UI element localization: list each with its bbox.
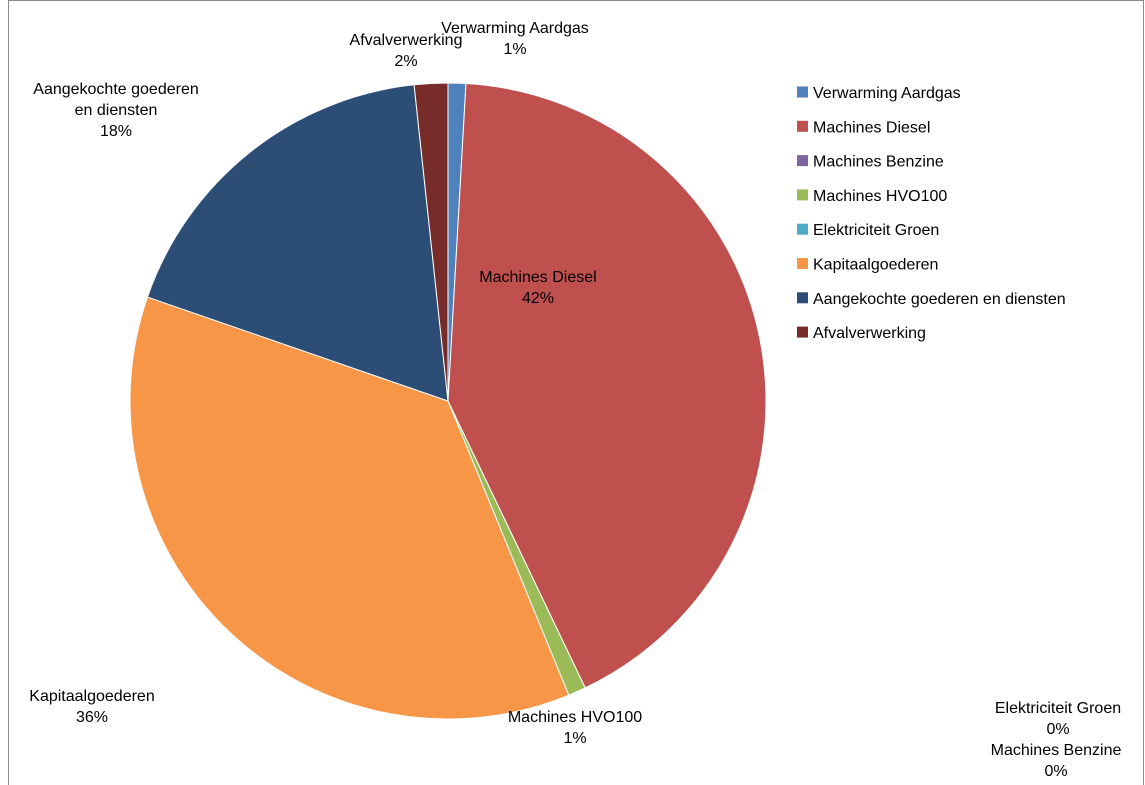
legend-label-elektriciteit-groen: Elektriciteit Groen <box>813 222 939 239</box>
data-label-kapitaalgoederen: Kapitaalgoederen 36% <box>29 688 154 726</box>
legend-label-machines-benzine: Machines Benzine <box>813 154 944 171</box>
pie-slice-afvalverwerking <box>413 82 449 402</box>
legend-label-aangekochte-goederen-en-diensten: Aangekochte goederen en diensten <box>813 291 1066 308</box>
legend-swatch-machines-diesel <box>797 120 808 132</box>
legend-label-machines-hvo100: Machines HVO100 <box>813 188 947 205</box>
legend-swatch-machines-hvo100 <box>797 189 808 201</box>
legend-swatch-machines-benzine <box>797 155 808 167</box>
pie-slice-machines-diesel <box>447 82 767 689</box>
data-label-machines-benzine: Machines Benzine 0% <box>991 742 1122 780</box>
legend-swatch-aangekochte-goederen-en-diensten <box>797 292 808 304</box>
data-label-afvalverwerking: Afvalverwerking 2% <box>350 32 463 70</box>
legend-swatch-afvalverwerking <box>797 326 808 338</box>
data-label-verwarming-aardgas: Verwarming Aardgas 1% <box>441 20 589 58</box>
data-label-aangekochte-goederen-en-diensten: Aangekochte goederen en diensten 18% <box>33 81 198 140</box>
pie-slice-kapitaalgoederen <box>129 296 570 720</box>
legend-label-afvalverwerking: Afvalverwerking <box>813 325 926 342</box>
data-label-machines-hvo100: Machines HVO100 1% <box>508 709 642 747</box>
legend-swatch-elektriciteit-groen <box>797 223 808 235</box>
legend: Verwarming Aardgas Machines Diesel Machine… <box>797 85 1066 342</box>
data-label-elektriciteit-groen: Elektriciteit Groen 0% <box>995 700 1121 738</box>
legend-label-machines-diesel: Machines Diesel <box>813 119 930 136</box>
legend-label-kapitaalgoederen: Kapitaalgoederen <box>813 257 938 274</box>
data-label-machines-diesel: Machines Diesel 42% <box>479 269 596 307</box>
legend-swatch-kapitaalgoederen <box>797 258 808 269</box>
pie-slice-aangekochte-goederen-en-diensten <box>146 84 449 402</box>
legend-swatch-verwarming-aardgas <box>797 86 808 98</box>
legend-label-verwarming-aardgas: Verwarming Aardgas <box>813 85 961 102</box>
